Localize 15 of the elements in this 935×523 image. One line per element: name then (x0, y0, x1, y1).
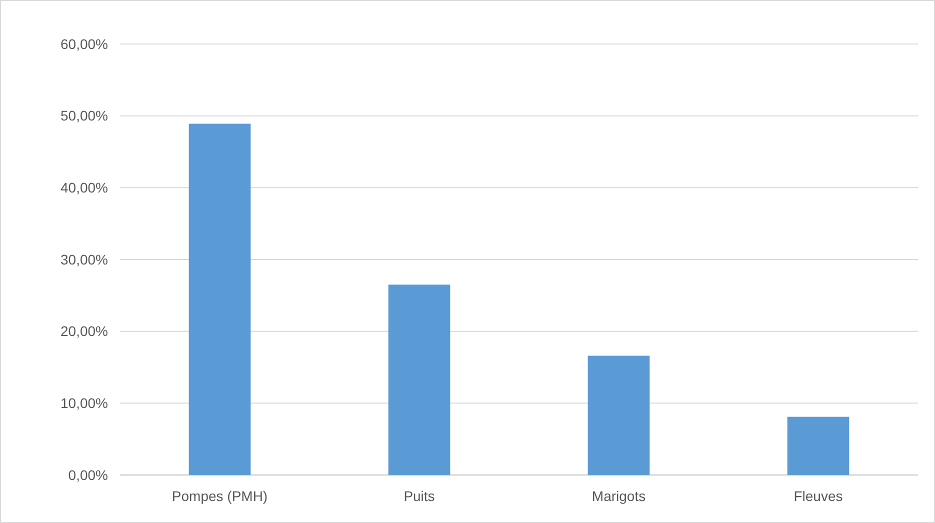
y-tick-label: 10,00% (60, 395, 108, 412)
y-tick-label: 20,00% (60, 323, 108, 340)
bar (588, 356, 650, 475)
x-tick-label: Marigots (592, 488, 646, 504)
x-tick-label: Pompes (PMH) (172, 488, 268, 504)
bar (787, 416, 850, 475)
x-tick-label: Puits (404, 488, 435, 504)
y-tick-label: 0,00% (68, 466, 108, 483)
y-tick-label: 30,00% (60, 251, 108, 268)
bar (388, 284, 450, 475)
y-tick-label: 60,00% (60, 36, 108, 52)
y-tick-label: 40,00% (60, 180, 108, 196)
bar (188, 124, 251, 475)
x-tick-label: Fleuves (794, 488, 843, 504)
y-tick-label: 50,00% (60, 108, 108, 124)
